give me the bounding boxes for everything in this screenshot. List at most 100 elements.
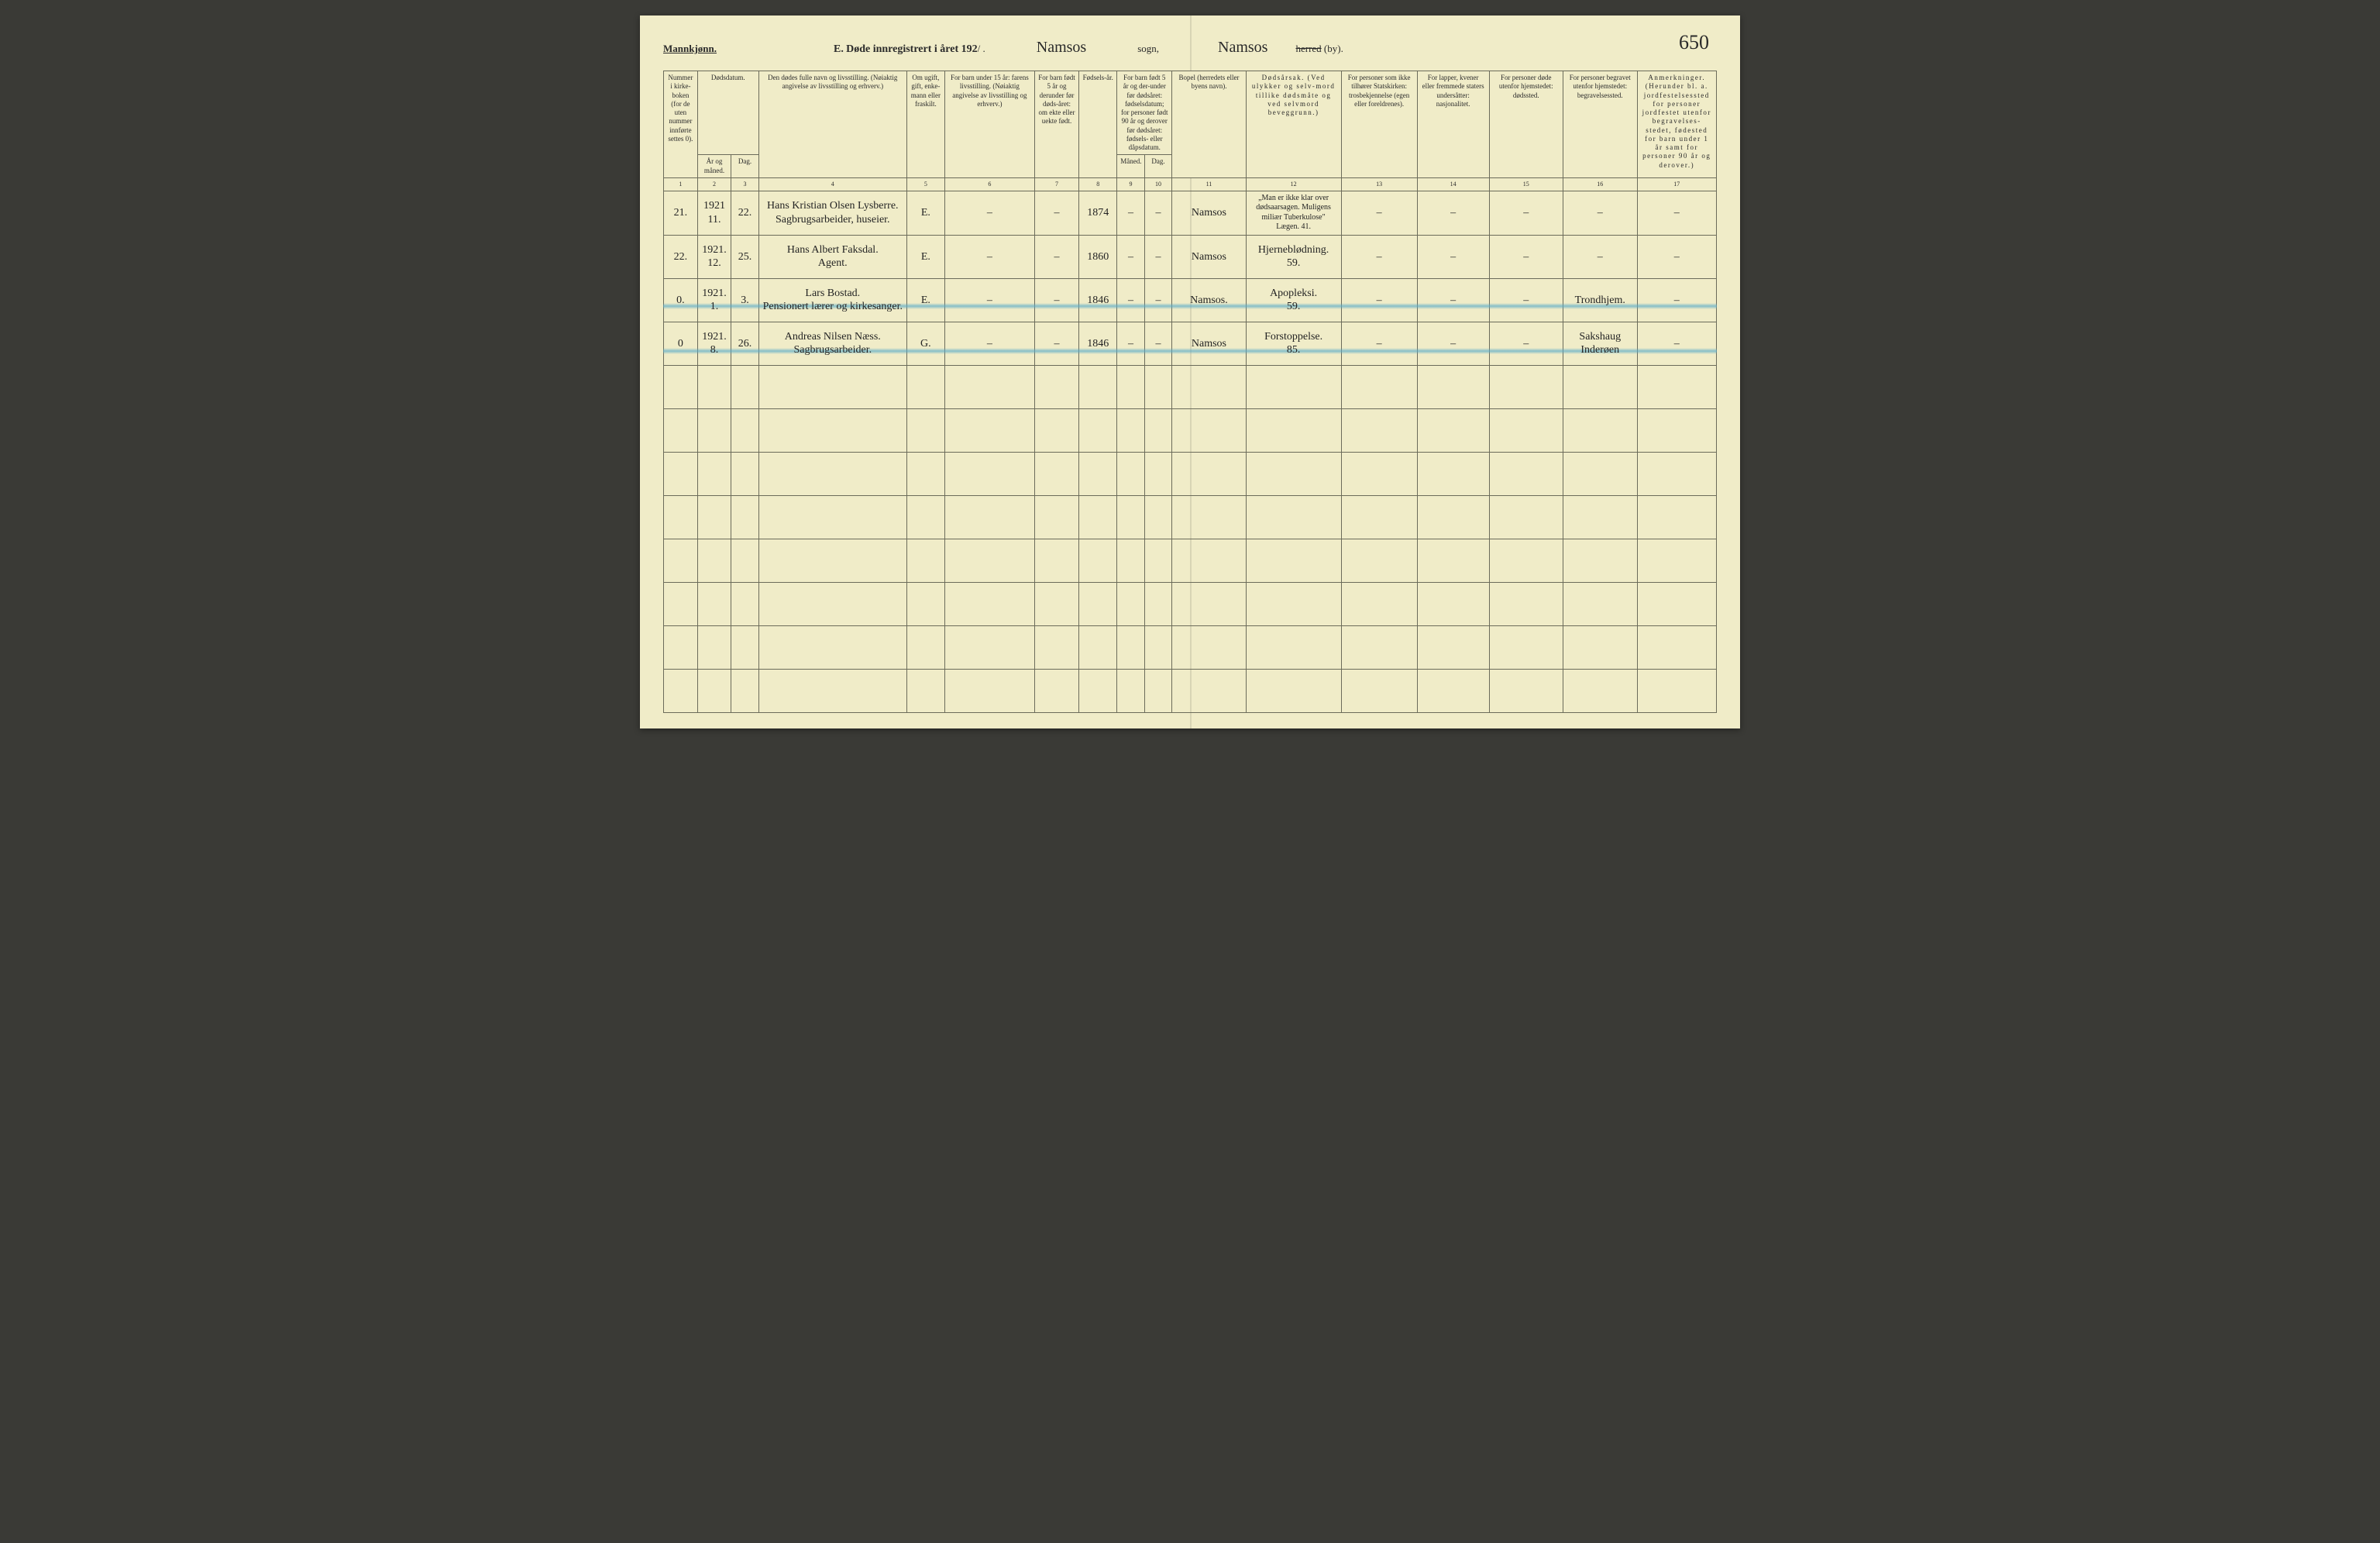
col-header-3: Dag. [731,155,758,178]
ledger-page: 650 Mannkjønn. E. Døde innregistrert i å… [640,15,1740,728]
cell-c15: – [1489,235,1563,278]
table-row: 22. 1921. 12. 25. Hans Albert Faksdal. A… [664,235,1717,278]
cell-birth-year: 1846 [1079,322,1117,365]
cell-cause: Forstoppelse. 85. [1246,322,1341,365]
cell-num: 22. [664,235,698,278]
cell-c16: Trondhjem. [1563,278,1638,322]
cell-name: Andreas Nilsen Næss. Sagbrugsarbeider. [758,322,906,365]
page-number: 650 [1679,31,1709,54]
cell-c10: – [1144,278,1171,322]
cell-birth-year: 1846 [1079,278,1117,322]
cell-c9: – [1117,278,1144,322]
cell-marital: E. [906,235,944,278]
col-header-13: For personer som ikke tilhører Statskirk… [1341,71,1417,178]
gender-label: Mannkjønn. [663,43,772,55]
colnum: 12 [1246,177,1341,191]
cell-cause: Apopleksi. 59. [1246,278,1341,322]
colnum: 16 [1563,177,1638,191]
table-row: 21. 1921 11. 22. Hans Kristian Olsen Lys… [664,191,1717,235]
cell-c15: – [1489,322,1563,365]
cell-c13: – [1341,235,1417,278]
colnum: 4 [758,177,906,191]
title-prefix: E. [834,43,844,55]
table-head: Nummer i kirke-boken (for de uten nummer… [664,71,1717,191]
sogn-label: sogn, [1137,43,1159,55]
empty-body [664,365,1717,712]
cell-day: 22. [731,191,758,235]
cell-c17: – [1637,278,1716,322]
cell-c13: – [1341,191,1417,235]
colnum: 10 [1144,177,1171,191]
cell-num: 21. [664,191,698,235]
empty-row [664,582,1717,625]
herred-handwritten: Namsos [1213,39,1272,57]
cell-c10: – [1144,322,1171,365]
cell-c17: – [1637,322,1716,365]
cell-name: Hans Kristian Olsen Lysberre. Sagbrugsar… [758,191,906,235]
cell-c16: – [1563,191,1638,235]
cell-c7: – [1034,191,1078,235]
cell-c9: – [1117,191,1144,235]
cell-c15: – [1489,191,1563,235]
colnum: 17 [1637,177,1716,191]
colnum: 5 [906,177,944,191]
form-title: E. Døde innregistrert i året 192/ . [834,43,985,56]
cell-num: 0 [664,322,698,365]
cell-c15: – [1489,278,1563,322]
table-row: 0. 1921. 1. 3. Lars Bostad. Pensionert l… [664,278,1717,322]
cell-residence: Namsos [1172,191,1247,235]
cell-residence: Namsos [1172,322,1247,365]
col-header-8: Fødsels-år. [1079,71,1117,178]
cell-c17: – [1637,191,1716,235]
colnum: 15 [1489,177,1563,191]
col-group-dodsdatum: Dødsdatum. [697,71,758,155]
cell-day: 25. [731,235,758,278]
col-header-16: For personer begravet utenfor hjemstedet… [1563,71,1638,178]
by-label: (by). [1324,43,1343,54]
cell-c14: – [1417,191,1489,235]
cell-c7: – [1034,278,1078,322]
col-header-14: For lapper, kvener eller fremmede stater… [1417,71,1489,178]
col-header-5: Om ugift, gift, enke-mann eller fraskilt… [906,71,944,178]
title-year-suffix: / . [978,43,985,54]
colnum: 8 [1079,177,1117,191]
empty-row [664,408,1717,452]
column-number-row: 1 2 3 4 5 6 7 8 9 10 11 12 13 14 15 16 1 [664,177,1717,191]
cell-c6: – [944,278,1034,322]
page-header: Mannkjønn. E. Døde innregistrert i året … [663,39,1717,57]
cell-name: Lars Bostad. Pensionert lærer og kirkesa… [758,278,906,322]
cell-c6: – [944,191,1034,235]
data-body: 21. 1921 11. 22. Hans Kristian Olsen Lys… [664,191,1717,365]
colnum: 11 [1172,177,1247,191]
cell-c9: – [1117,235,1144,278]
cell-c6: – [944,235,1034,278]
cell-year-month: 1921. 8. [697,322,731,365]
herred-strike: herred [1295,43,1321,54]
col-header-4: Den dødes fulle navn og livsstilling. (N… [758,71,906,178]
cell-marital: G. [906,322,944,365]
cell-c13: – [1341,278,1417,322]
cell-year-month: 1921. 1. [697,278,731,322]
cell-c10: – [1144,191,1171,235]
col-header-17: Anmerkninger. (Herunder bl. a. jordfeste… [1637,71,1716,178]
table-wrapper: Nummer i kirke-boken (for de uten nummer… [663,71,1717,713]
col-header-2: År og måned. [697,155,731,178]
cell-birth-year: 1860 [1079,235,1117,278]
cell-c16: Sakshaug Inderøen [1563,322,1638,365]
cell-num: 0. [664,278,698,322]
cell-c13: – [1341,322,1417,365]
title-main: Døde innregistrert i året 192 [846,43,978,55]
col-group-birth: For barn født 5 år og der-under før døds… [1117,71,1172,155]
header-row-1: Nummer i kirke-boken (for de uten nummer… [664,71,1717,155]
herred-by-label: herred (by). [1295,43,1343,55]
cell-c7: – [1034,322,1078,365]
colnum: 13 [1341,177,1417,191]
cell-day: 26. [731,322,758,365]
cell-c14: – [1417,278,1489,322]
colnum: 3 [731,177,758,191]
empty-row [664,365,1717,408]
col-header-11: Bopel (herredets eller byens navn). [1172,71,1247,178]
cell-c6: – [944,322,1034,365]
colnum: 6 [944,177,1034,191]
cell-c16: – [1563,235,1638,278]
